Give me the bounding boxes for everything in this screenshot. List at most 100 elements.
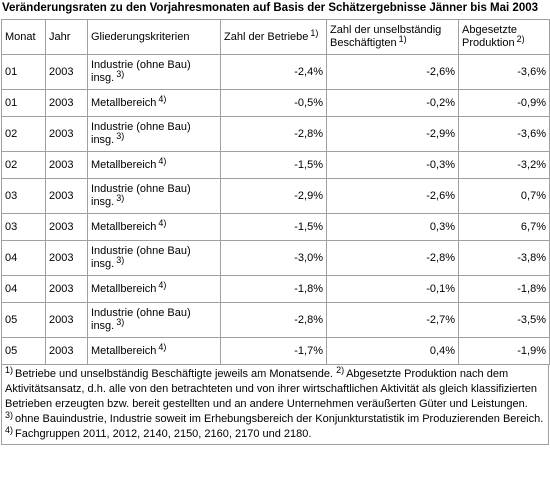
value-cell: -0,9% [458, 89, 550, 117]
header-text: Abgesetzte Produktion [462, 24, 518, 49]
footnote-ref: 3) [116, 193, 125, 203]
footnote-marker: 1) [5, 365, 14, 375]
criterion-cell: Industrie (ohne Bau) insg. 3) [87, 178, 221, 214]
value-cell: -1,5% [220, 213, 327, 241]
footnote-text: Betriebe und unselbständig Beschäftigte … [15, 368, 333, 380]
value-cell: -3,6% [458, 116, 550, 152]
year-cell: 2003 [45, 178, 88, 214]
footnote-text: ohne Bauindustrie, Industrie soweit im E… [15, 413, 544, 425]
data-table: Monat Jahr Gliederungskriterien Zahl der Be… [1, 19, 550, 365]
footnote-ref: 3) [116, 317, 125, 327]
footnote-marker: 2) [336, 365, 345, 375]
footnote-ref: 3) [116, 131, 125, 141]
year-cell: 2003 [45, 54, 88, 90]
criterion-cell: Industrie (ohne Bau) insg. 3) [87, 240, 221, 276]
value-cell: 0,7% [458, 178, 550, 214]
month-cell: 01 [1, 89, 46, 117]
criterion-text: Industrie (ohne Bau) insg. [91, 307, 191, 332]
year-cell: 2003 [45, 151, 88, 179]
value-cell: -2,8% [220, 302, 327, 338]
criterion-cell: Metallbereich 4) [87, 275, 221, 303]
value-cell: -1,8% [220, 275, 327, 303]
footnote-ref: 4) [158, 341, 167, 352]
value-cell: -1,8% [458, 275, 550, 303]
value-cell: -3,5% [458, 302, 550, 338]
month-cell: 02 [1, 151, 46, 179]
header-text: Jahr [49, 30, 71, 43]
value-cell: -0,2% [326, 89, 459, 117]
month-cell: 04 [1, 240, 46, 276]
value-cell: -1,7% [220, 337, 327, 365]
column-header: Monat [1, 19, 46, 55]
footnote-ref: 3) [116, 69, 125, 79]
table-row: 01 2003 Industrie (ohne Bau) insg. 3) -2,4% -… [1, 54, 550, 90]
year-cell: 2003 [45, 275, 88, 303]
criterion-text: Industrie (ohne Bau) insg. [91, 59, 191, 84]
title: Veränderungsraten zu den Vorjahresmonate… [2, 2, 539, 14]
table-row: 03 2003 Industrie (ohne Bau) insg. 3) -2,9% -… [1, 178, 550, 214]
footnote-ref: 4) [158, 279, 167, 290]
year-cell: 2003 [45, 89, 88, 117]
criterion-text: Metallbereich [91, 220, 157, 233]
month-cell: 05 [1, 337, 46, 365]
footnote-text: Abgesetzte Produktion nach dem Aktivität… [5, 368, 537, 410]
criterion-text: Industrie (ohne Bau) insg. [91, 245, 191, 270]
column-header: Zahl der unselbständig Beschäftigten 1) [326, 19, 459, 55]
value-cell: -2,4% [220, 54, 327, 90]
value-cell: -1,5% [220, 151, 327, 179]
footnote-ref: 4) [158, 155, 167, 166]
table-row: 05 2003 Industrie (ohne Bau) insg. 3) -2,8% -… [1, 302, 550, 338]
value-cell: 6,7% [458, 213, 550, 241]
value-cell: -3,2% [458, 151, 550, 179]
footnote-ref: 4) [158, 217, 167, 228]
criterion-text: Industrie (ohne Bau) insg. [91, 183, 191, 208]
year-cell: 2003 [45, 240, 88, 276]
value-cell: -2,6% [326, 178, 459, 214]
value-cell: -0,5% [220, 89, 327, 117]
table-row: 04 2003 Industrie (ohne Bau) insg. 3) -3,0% -… [1, 240, 550, 276]
header-text: Gliederungskriterien [91, 30, 190, 43]
value-cell: -1,9% [458, 337, 550, 365]
criterion-cell: Industrie (ohne Bau) insg. 3) [87, 116, 221, 152]
table-row: 03 2003 Metallbereich 4) -1,5% 0,3% 6,7% [1, 213, 550, 241]
footnote-marker: 4) [5, 425, 14, 435]
criterion-cell: Industrie (ohne Bau) insg. 3) [87, 302, 221, 338]
criterion-text: Metallbereich [91, 344, 157, 357]
value-cell: -3,8% [458, 240, 550, 276]
table-row: 05 2003 Metallbereich 4) -1,7% 0,4% -1,9% [1, 337, 550, 365]
value-cell: -0,3% [326, 151, 459, 179]
value-cell: -2,8% [220, 116, 327, 152]
criterion-text: Industrie (ohne Bau) insg. [91, 121, 191, 146]
value-cell: -3,6% [458, 54, 550, 90]
footnote-text: Fachgruppen 2011, 2012, 2140, 2150, 2160… [15, 428, 312, 440]
year-cell: 2003 [45, 337, 88, 365]
header-text: Monat [5, 30, 36, 43]
footnote-ref: 2) [516, 34, 525, 44]
column-header: Zahl der Betriebe 1) [220, 19, 327, 55]
year-cell: 2003 [45, 213, 88, 241]
value-cell: -2,9% [326, 116, 459, 152]
header-text: Zahl der Betriebe [224, 30, 309, 43]
month-cell: 01 [1, 54, 46, 90]
criterion-text: Metallbereich [91, 96, 157, 109]
column-header: Abgesetzte Produktion 2) [458, 19, 550, 55]
year-cell: 2003 [45, 116, 88, 152]
criterion-cell: Metallbereich 4) [87, 213, 221, 241]
footnote-ref: 3) [116, 255, 125, 265]
table-row: 02 2003 Metallbereich 4) -1,5% -0,3% -3,2% [1, 151, 550, 179]
criterion-cell: Metallbereich 4) [87, 337, 221, 365]
value-cell: 0,3% [326, 213, 459, 241]
value-cell: -3,0% [220, 240, 327, 276]
table-row: 02 2003 Industrie (ohne Bau) insg. 3) -2,8% -… [1, 116, 550, 152]
month-cell: 03 [1, 178, 46, 214]
footnote-ref: 1) [310, 27, 319, 38]
month-cell: 03 [1, 213, 46, 241]
month-cell: 04 [1, 275, 46, 303]
footnote-marker: 3) [5, 410, 14, 420]
criterion-cell: Metallbereich 4) [87, 89, 221, 117]
value-cell: -2,9% [220, 178, 327, 214]
value-cell: -0,1% [326, 275, 459, 303]
value-cell: -2,8% [326, 240, 459, 276]
footnotes: 1) Betriebe und unselbständig Beschäftigt… [1, 365, 549, 445]
